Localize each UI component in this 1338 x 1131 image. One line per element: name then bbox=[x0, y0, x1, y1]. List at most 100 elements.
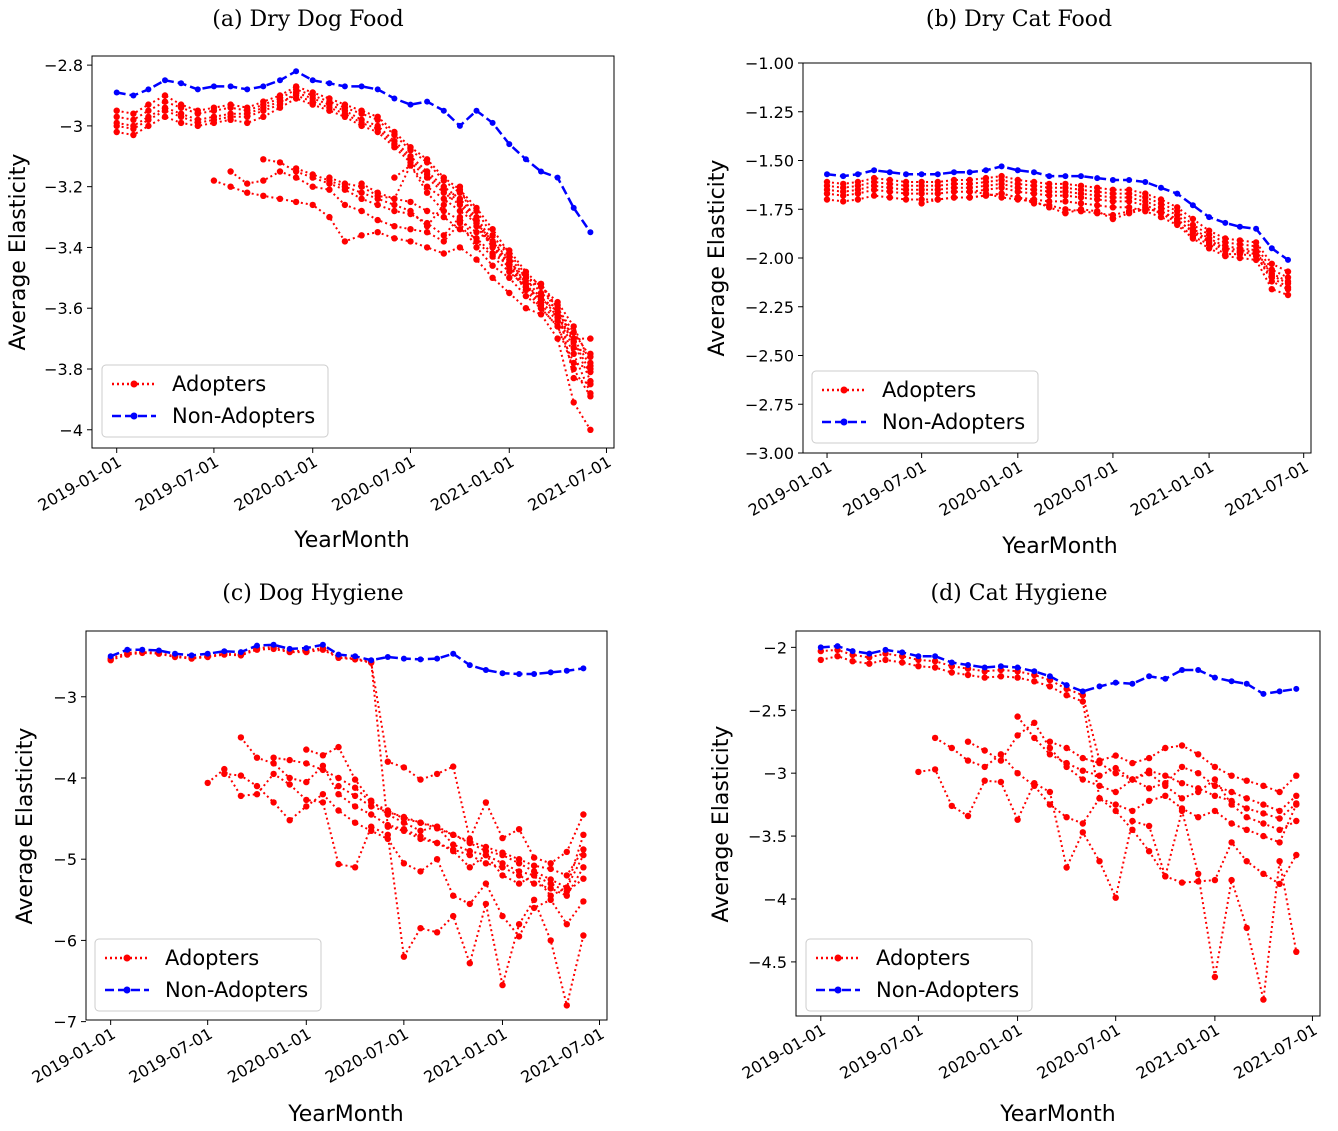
chart-caption: (c) Dog Hygiene bbox=[222, 581, 403, 606]
non-adopters-point bbox=[966, 169, 973, 176]
non-adopters-point bbox=[1096, 683, 1103, 690]
adopters-point bbox=[854, 190, 862, 197]
adopters-point bbox=[270, 760, 277, 767]
adopters-point bbox=[489, 274, 496, 281]
non-adopters-point bbox=[587, 229, 594, 236]
adopters-line bbox=[820, 648, 1297, 794]
adopters-point bbox=[270, 770, 277, 778]
adopters-point bbox=[934, 190, 941, 197]
adopters-point bbox=[1046, 744, 1054, 752]
non-adopters-point bbox=[580, 665, 587, 672]
non-adopters-point bbox=[1046, 173, 1053, 180]
adopters-point bbox=[934, 196, 941, 203]
non-adopters-point bbox=[145, 86, 152, 93]
adopters-point bbox=[587, 368, 594, 376]
non-adopters-point bbox=[834, 643, 841, 650]
legend-adopters-label: Adopters bbox=[876, 946, 970, 970]
axes-frame bbox=[85, 630, 608, 1021]
adopters-point bbox=[260, 177, 267, 184]
y-tick-label: −6 bbox=[53, 931, 77, 950]
adopters-point bbox=[253, 754, 261, 761]
adopters-point bbox=[515, 826, 523, 833]
adopters-point bbox=[1062, 192, 1069, 199]
x-tick-label: 2020-01-01 bbox=[224, 1024, 314, 1087]
adopters-point bbox=[130, 131, 137, 139]
adopters-point bbox=[407, 238, 414, 245]
adopters-line bbox=[921, 192, 1289, 289]
adopters-point bbox=[1260, 810, 1267, 817]
adopters-point bbox=[1195, 751, 1202, 758]
adopters-point bbox=[537, 283, 545, 291]
adopters-point bbox=[309, 89, 316, 96]
adopters-line bbox=[116, 94, 592, 394]
adopters-point bbox=[351, 792, 359, 800]
adopters-point bbox=[1195, 785, 1202, 792]
adopters-point bbox=[515, 856, 523, 863]
adopters-point bbox=[335, 774, 342, 782]
adopters-point bbox=[554, 323, 561, 330]
non-adopters-point bbox=[303, 645, 310, 652]
adopters-point bbox=[456, 198, 464, 206]
adopters-point bbox=[1228, 839, 1235, 846]
adopters-point bbox=[423, 189, 431, 196]
adopters-line bbox=[240, 736, 585, 897]
adopters-point bbox=[423, 223, 431, 230]
adopters-point bbox=[391, 235, 398, 242]
adopters-point bbox=[1031, 782, 1038, 789]
adopters-line bbox=[820, 655, 1298, 844]
adopters-point bbox=[1077, 194, 1085, 201]
adopters-point bbox=[1189, 227, 1197, 234]
adopters-point bbox=[886, 194, 893, 201]
adopters-point bbox=[113, 119, 120, 127]
adopters-point bbox=[194, 122, 201, 130]
adopters-point bbox=[1211, 782, 1219, 789]
chart-panel-4: (d) Cat Hygiene −2 −2.5 −3 −3.5 −4 −4.5 2019-01… bbox=[709, 581, 1321, 1127]
adopters-point bbox=[1276, 880, 1283, 888]
adopters-point bbox=[303, 778, 310, 786]
adopters-point bbox=[473, 256, 480, 263]
adopters-point bbox=[1293, 817, 1300, 825]
adopters-point bbox=[1228, 876, 1235, 884]
adopters-point bbox=[303, 796, 310, 804]
x-tick-label: 2019-01-01 bbox=[35, 452, 125, 515]
adopters-point bbox=[1178, 807, 1186, 815]
adopters-point bbox=[1162, 780, 1169, 787]
adopters-point bbox=[244, 104, 251, 111]
y-tick-label: −3.6 bbox=[44, 299, 83, 318]
adopters-point bbox=[145, 122, 152, 130]
adopters-point bbox=[260, 192, 267, 199]
adopters-point bbox=[309, 183, 316, 190]
non-adopters-point bbox=[466, 662, 473, 669]
legend-adopters-marker bbox=[834, 954, 842, 962]
adopters-point bbox=[407, 144, 414, 151]
adopters-point bbox=[466, 864, 473, 871]
adopters-point bbox=[326, 174, 333, 181]
adopters-point bbox=[473, 235, 480, 242]
non-adopters-point bbox=[450, 650, 457, 657]
adopters-point bbox=[530, 862, 538, 869]
non-adopters-point bbox=[1206, 214, 1213, 221]
adopters-point bbox=[440, 195, 447, 202]
non-adopters-point bbox=[113, 89, 120, 96]
adopters-point bbox=[292, 174, 300, 181]
non-adopters-point bbox=[1195, 667, 1202, 673]
adopters-point bbox=[319, 799, 327, 806]
adopters-point bbox=[1195, 878, 1202, 885]
x-tick-label: 2021-01-01 bbox=[427, 452, 517, 515]
adopters-point bbox=[1162, 772, 1169, 779]
y-tick-label: −1.50 bbox=[745, 152, 794, 171]
adopters-point bbox=[1094, 196, 1101, 203]
non-adopters-point bbox=[522, 156, 529, 163]
adopters-point bbox=[177, 119, 185, 127]
adopters-point bbox=[1145, 785, 1153, 792]
adopters-point bbox=[1222, 245, 1229, 252]
x-axis-label: YearMonth bbox=[287, 1102, 404, 1127]
adopters-point bbox=[1112, 788, 1119, 796]
adopters-point bbox=[530, 904, 538, 912]
adopters-point bbox=[547, 865, 554, 873]
adopters-point bbox=[384, 835, 391, 843]
adopters-point bbox=[276, 104, 284, 111]
adopters-point bbox=[1268, 286, 1276, 293]
adopters-point bbox=[433, 929, 441, 936]
legend-box bbox=[101, 364, 329, 438]
